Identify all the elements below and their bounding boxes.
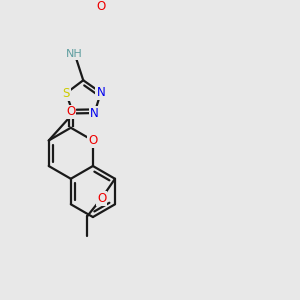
Text: S: S <box>62 87 70 100</box>
Text: N: N <box>96 86 105 99</box>
Text: O: O <box>96 0 105 14</box>
Text: N: N <box>90 106 99 119</box>
Text: O: O <box>88 134 98 147</box>
Text: O: O <box>97 192 106 205</box>
Text: NH: NH <box>66 49 83 59</box>
Text: O: O <box>66 106 75 118</box>
